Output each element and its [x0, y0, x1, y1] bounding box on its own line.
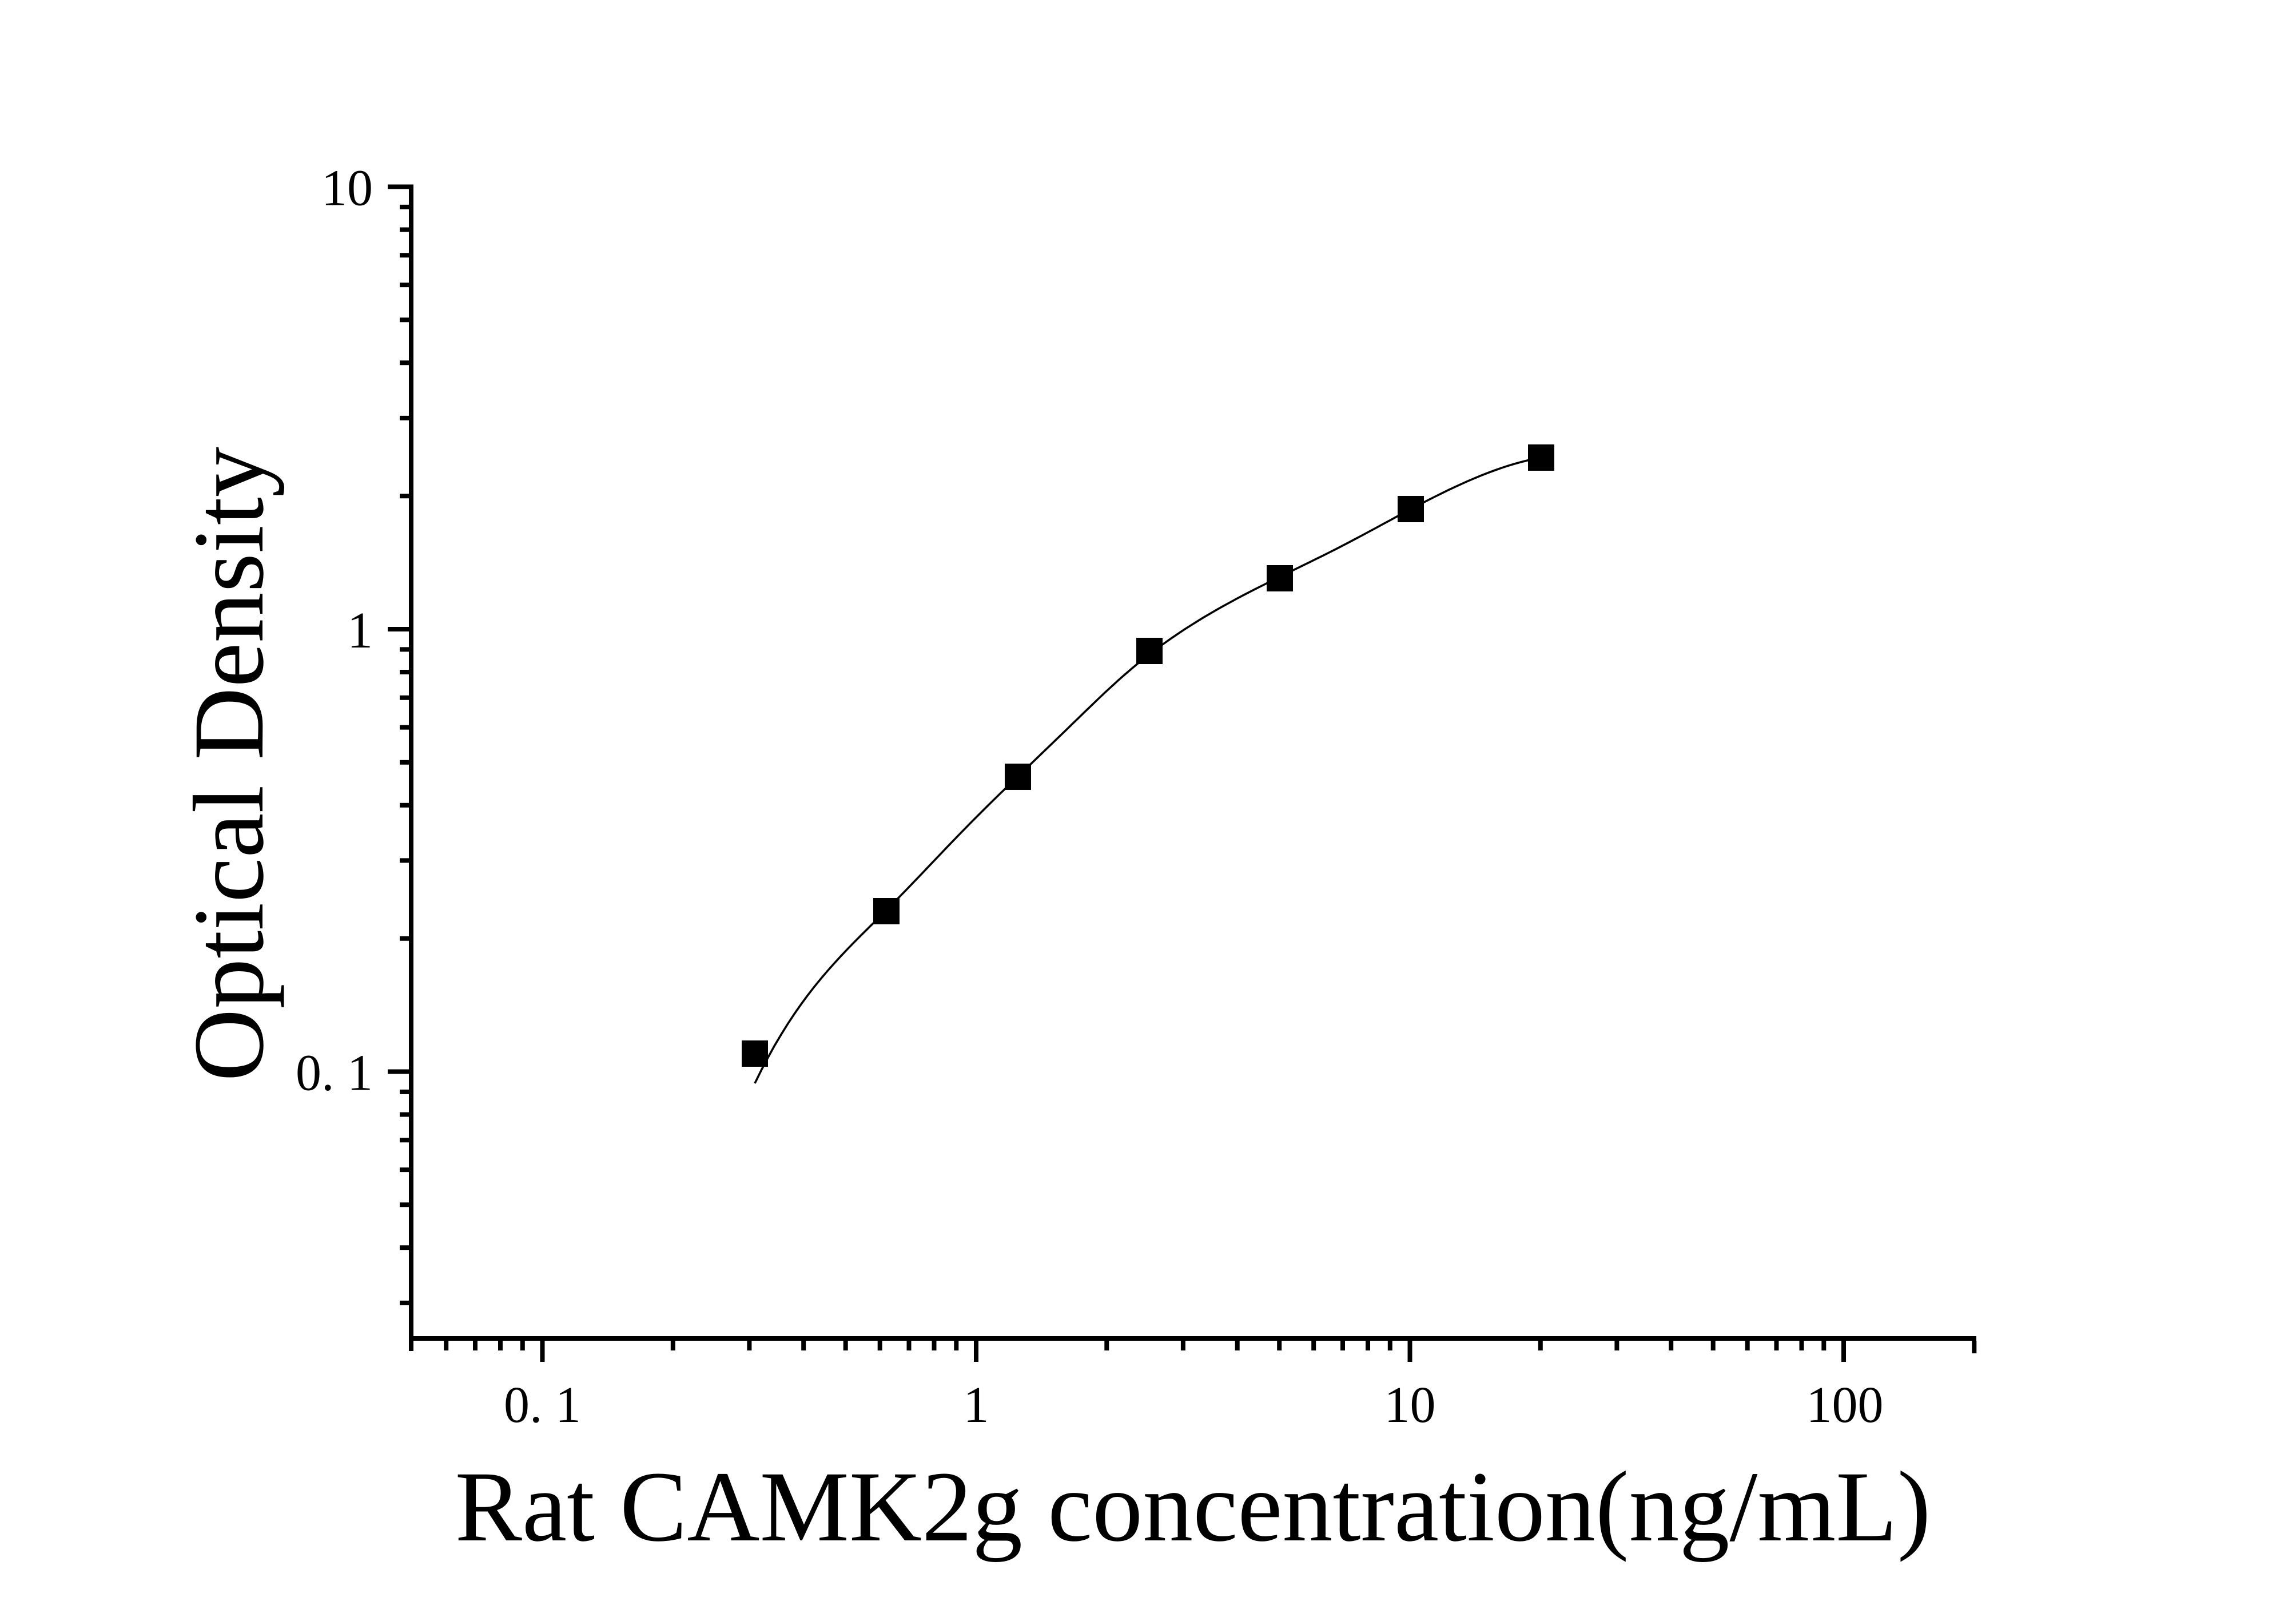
svg-text:1: 1 — [964, 1377, 989, 1433]
svg-text:100: 100 — [1806, 1377, 1884, 1433]
svg-text:10: 10 — [321, 160, 373, 217]
svg-text:10: 10 — [1384, 1377, 1436, 1433]
svg-text:0. 1: 0. 1 — [296, 1045, 373, 1102]
svg-text:1: 1 — [347, 602, 373, 659]
svg-text:Rat CAMK2g concentration(ng/mL: Rat CAMK2g concentration(ng/mL) — [455, 1451, 1931, 1563]
svg-text:0. 1: 0. 1 — [504, 1377, 581, 1433]
svg-text:Optical Density: Optical Density — [173, 447, 285, 1082]
